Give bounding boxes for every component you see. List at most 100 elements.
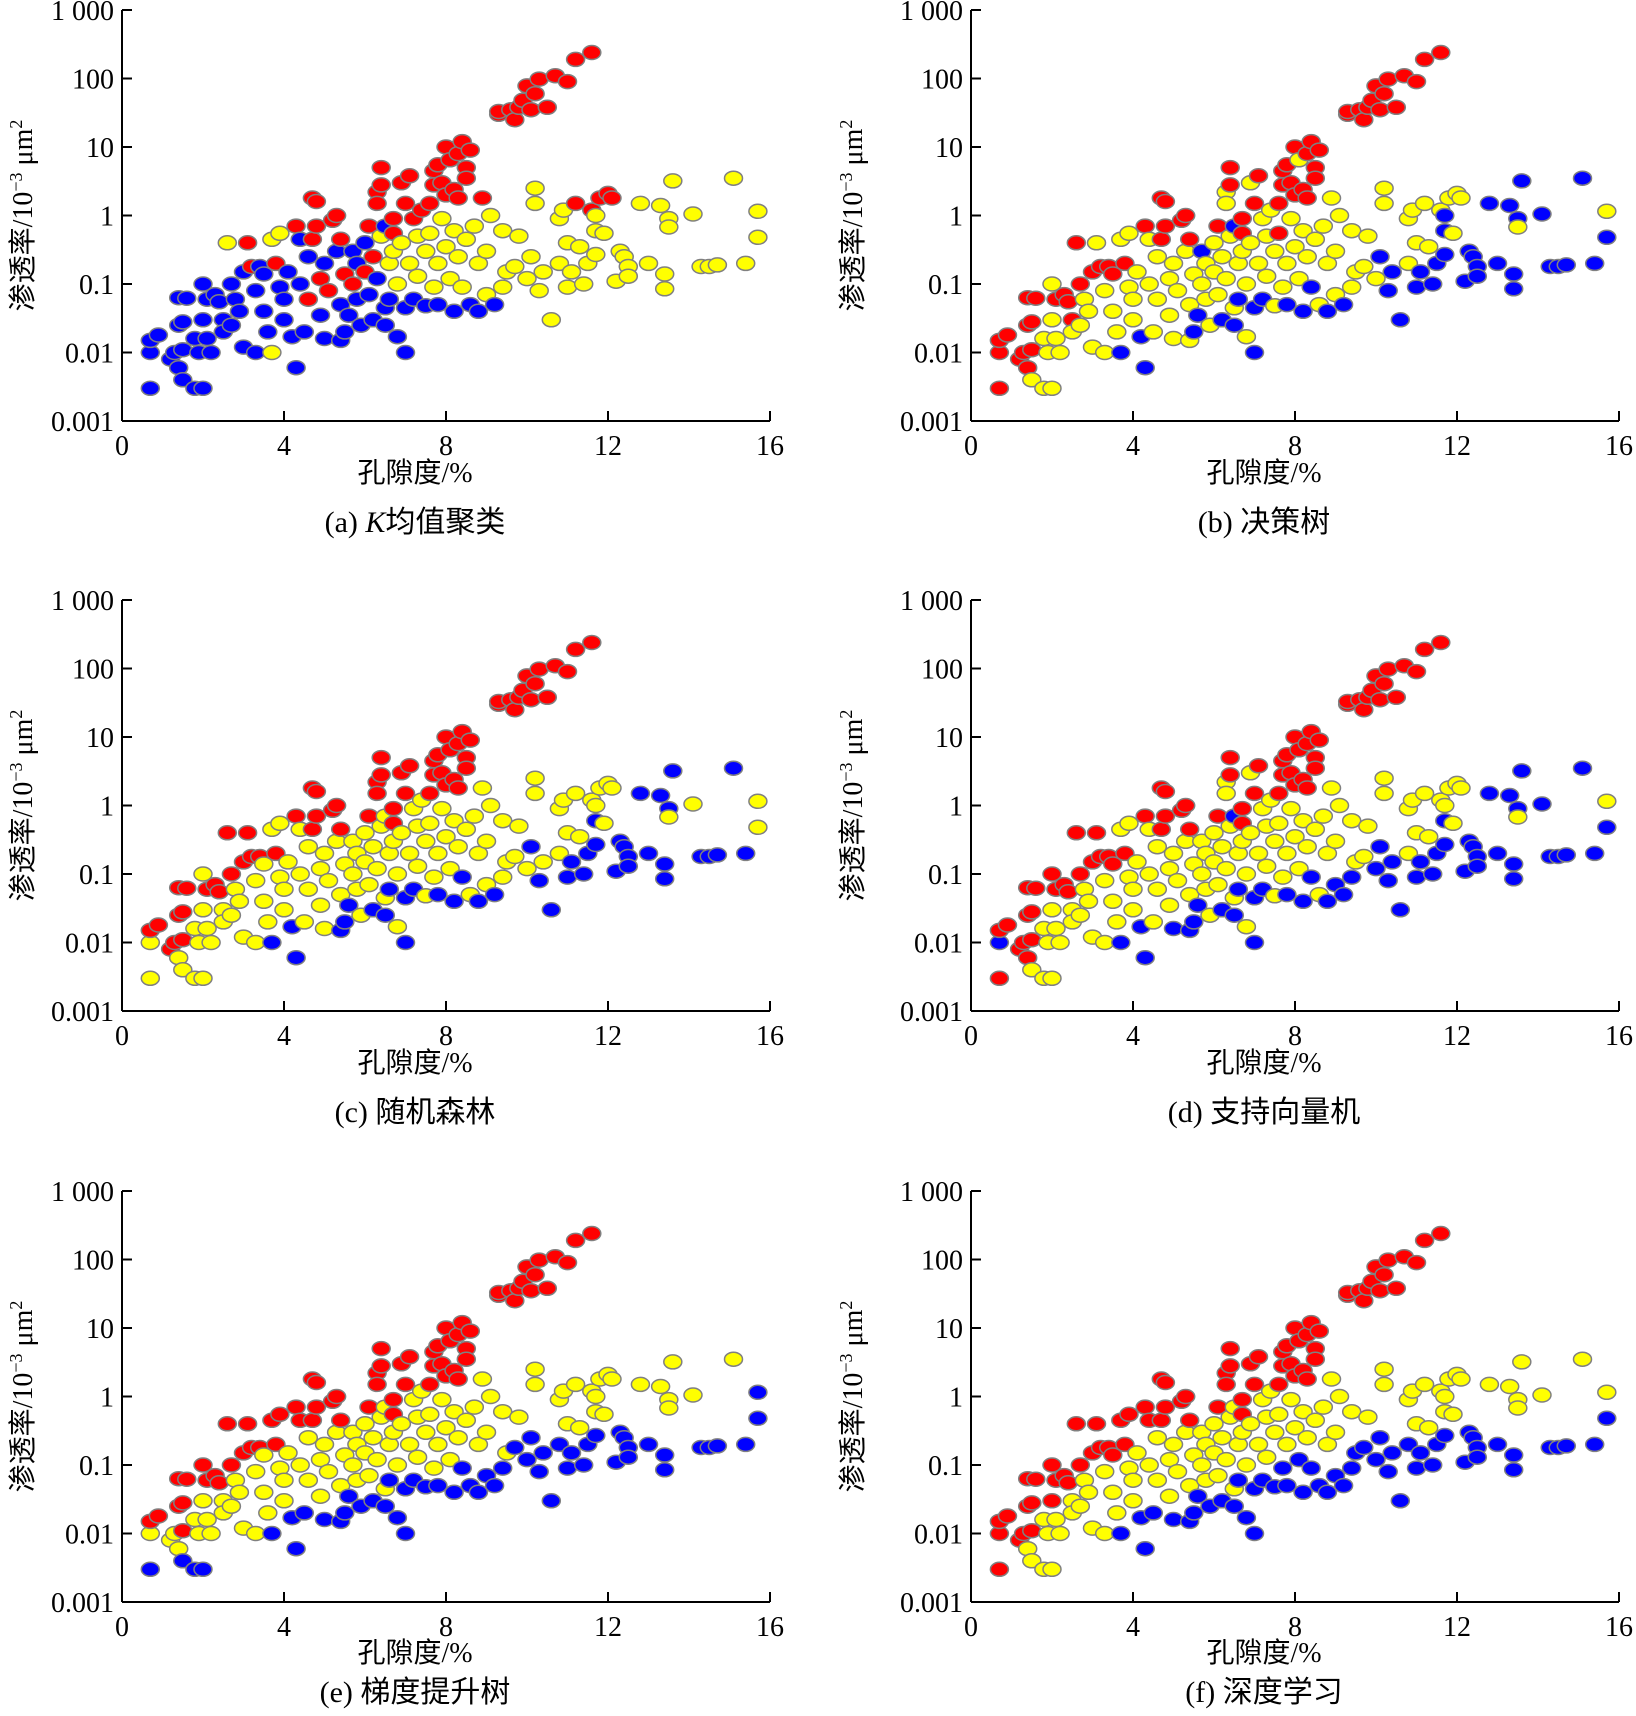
point-mid: [193, 866, 213, 882]
point-mid: [492, 812, 513, 829]
point-mid: [1139, 276, 1159, 292]
point-low: [1301, 279, 1321, 295]
point-high: [1022, 904, 1042, 920]
y-tick-label: 1: [100, 202, 114, 233]
point-mid: [1236, 328, 1257, 345]
point-mid: [464, 808, 485, 824]
point-mid: [229, 1484, 250, 1501]
point-low: [1354, 1439, 1374, 1456]
scatter-points: [140, 634, 768, 987]
point-mid: [1070, 317, 1091, 333]
point-low: [1135, 359, 1155, 376]
point-mid: [492, 1403, 513, 1420]
point-low: [428, 1477, 448, 1494]
point-low: [229, 303, 250, 320]
point-high: [1232, 1391, 1253, 1408]
point-low: [517, 1451, 537, 1468]
point-low: [1597, 819, 1617, 836]
point-low: [274, 291, 294, 307]
point-mid: [229, 893, 250, 910]
point-high: [1155, 218, 1176, 234]
point-low: [1228, 291, 1249, 307]
point-mid: [314, 845, 335, 862]
point-high: [266, 845, 286, 862]
point-mid: [1418, 828, 1439, 845]
point-low: [201, 344, 221, 361]
point-high: [367, 195, 387, 212]
point-low: [707, 847, 728, 863]
point-mid: [1159, 1488, 1180, 1504]
point-low: [258, 324, 278, 340]
point-low: [586, 1427, 606, 1444]
point-mid: [525, 1376, 545, 1393]
point-low: [1111, 934, 1131, 951]
point-low: [193, 276, 213, 292]
point-high: [177, 1471, 197, 1487]
point-mid: [1216, 860, 1236, 877]
point-mid: [1313, 808, 1334, 824]
point-mid: [310, 860, 331, 877]
point-mid: [1374, 785, 1394, 802]
x-tick-label: 12: [594, 431, 622, 462]
point-mid: [1204, 235, 1224, 251]
y-tick-label: 100: [72, 1246, 114, 1277]
point-low: [1293, 1484, 1313, 1501]
point-mid: [480, 797, 501, 814]
point-mid: [391, 1416, 412, 1432]
x-axis-label: 孔隙度/%: [357, 457, 472, 489]
y-tick-label: 100: [921, 1246, 963, 1277]
point-high: [371, 1340, 391, 1357]
point-mid: [314, 1436, 335, 1453]
point-high: [1058, 1475, 1078, 1491]
point-mid: [1317, 255, 1338, 272]
point-mid: [1358, 228, 1378, 244]
point-low: [314, 1511, 335, 1528]
y-tick-label: 0.1: [928, 270, 963, 301]
point-mid: [683, 1387, 703, 1403]
point-mid: [525, 785, 545, 802]
point-mid: [1163, 330, 1184, 347]
point-high: [582, 44, 602, 61]
point-mid: [1086, 235, 1107, 251]
panel-c: 0 4 8 12 16 0.001 0.01 0.1 1 10 100 1 000 孔隙度/% 渗透率/1…: [6, 586, 784, 1129]
point-low: [294, 324, 315, 340]
point-high: [1066, 825, 1087, 841]
point-high: [989, 970, 1010, 987]
point-mid: [245, 1463, 266, 1480]
point-high: [565, 195, 586, 212]
point-low: [262, 1525, 282, 1542]
point-high: [286, 808, 306, 824]
point-low: [1293, 303, 1313, 320]
x-tick-label: 0: [964, 1612, 978, 1643]
point-high: [371, 749, 391, 766]
point-low: [484, 296, 505, 313]
point-mid: [1321, 190, 1342, 206]
point-mid: [1277, 255, 1297, 272]
point-high: [1269, 1376, 1289, 1393]
point-mid: [1216, 1451, 1236, 1468]
point-mid: [1042, 970, 1062, 987]
point-mid: [1208, 876, 1228, 893]
point-high: [367, 1376, 387, 1393]
panel-caption: (f) 深度学习: [1185, 1676, 1342, 1709]
point-high: [1066, 1416, 1087, 1432]
point-low: [1188, 897, 1208, 913]
point-mid: [1042, 1561, 1062, 1578]
x-tick-label: 8: [439, 431, 453, 462]
point-low: [193, 312, 213, 328]
point-low: [748, 1384, 768, 1401]
point-low: [1111, 1525, 1131, 1542]
point-low: [444, 303, 464, 320]
point-mid: [1374, 770, 1394, 786]
point-low: [1503, 856, 1524, 872]
y-axis-label: 渗透率/10−3 μm2: [836, 710, 869, 902]
point-low: [1584, 255, 1605, 272]
point-low: [1228, 1472, 1249, 1488]
point-mid: [1289, 860, 1309, 877]
point-low: [452, 869, 472, 885]
point-low: [1584, 1436, 1605, 1453]
point-mid: [1208, 1467, 1228, 1484]
point-low: [650, 787, 671, 804]
point-low: [573, 1457, 594, 1473]
y-tick-label: 0.01: [914, 929, 963, 960]
